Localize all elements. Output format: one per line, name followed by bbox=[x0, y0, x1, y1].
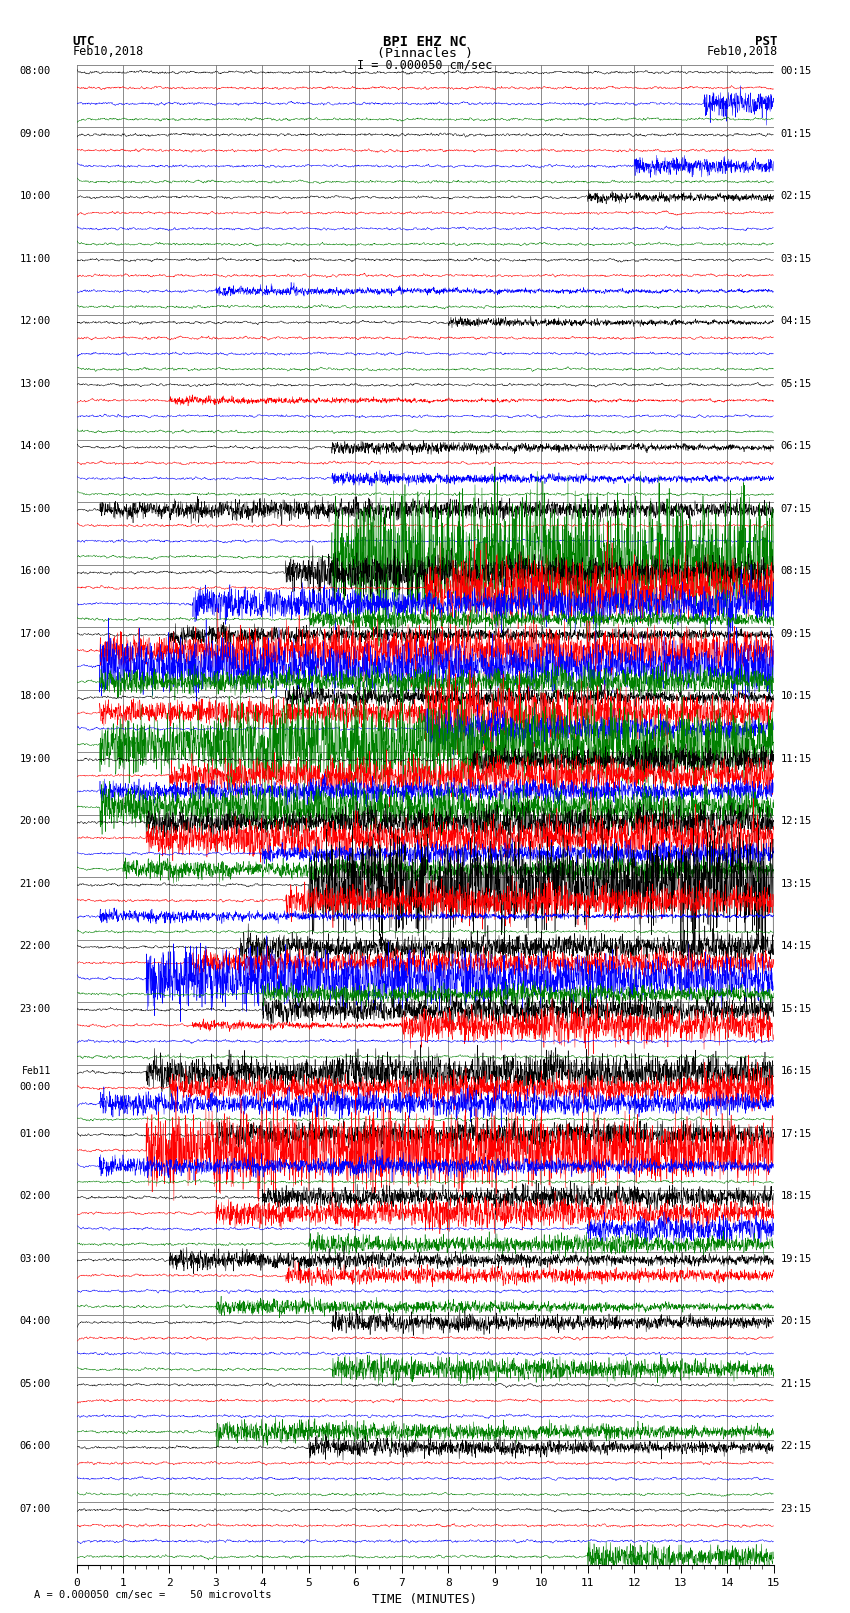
Text: Feb11: Feb11 bbox=[21, 1066, 51, 1076]
Text: 20:15: 20:15 bbox=[780, 1316, 812, 1326]
Text: 08:15: 08:15 bbox=[780, 566, 812, 576]
Text: 18:15: 18:15 bbox=[780, 1190, 812, 1202]
Text: 07:00: 07:00 bbox=[20, 1503, 51, 1513]
Text: 17:00: 17:00 bbox=[20, 629, 51, 639]
Text: 13:00: 13:00 bbox=[20, 379, 51, 389]
Text: 05:15: 05:15 bbox=[780, 379, 812, 389]
Text: 09:15: 09:15 bbox=[780, 629, 812, 639]
Text: 12:00: 12:00 bbox=[20, 316, 51, 326]
Text: 20:00: 20:00 bbox=[20, 816, 51, 826]
Text: 22:15: 22:15 bbox=[780, 1440, 812, 1452]
X-axis label: TIME (MINUTES): TIME (MINUTES) bbox=[372, 1594, 478, 1607]
Text: 21:15: 21:15 bbox=[780, 1379, 812, 1389]
Text: PST: PST bbox=[756, 35, 778, 48]
Text: 06:00: 06:00 bbox=[20, 1440, 51, 1452]
Text: 03:00: 03:00 bbox=[20, 1253, 51, 1263]
Text: 19:15: 19:15 bbox=[780, 1253, 812, 1263]
Text: BPI EHZ NC: BPI EHZ NC bbox=[383, 35, 467, 50]
Text: I = 0.000050 cm/sec: I = 0.000050 cm/sec bbox=[357, 58, 493, 71]
Text: 16:00: 16:00 bbox=[20, 566, 51, 576]
Text: 03:15: 03:15 bbox=[780, 253, 812, 263]
Text: 10:00: 10:00 bbox=[20, 190, 51, 202]
Text: 00:15: 00:15 bbox=[780, 66, 812, 76]
Text: 05:00: 05:00 bbox=[20, 1379, 51, 1389]
Text: 23:00: 23:00 bbox=[20, 1003, 51, 1013]
Text: 22:00: 22:00 bbox=[20, 940, 51, 952]
Text: A = 0.000050 cm/sec =    50 microvolts: A = 0.000050 cm/sec = 50 microvolts bbox=[34, 1590, 271, 1600]
Text: Feb10,2018: Feb10,2018 bbox=[72, 45, 144, 58]
Text: 08:00: 08:00 bbox=[20, 66, 51, 76]
Text: 11:00: 11:00 bbox=[20, 253, 51, 263]
Text: 21:00: 21:00 bbox=[20, 879, 51, 889]
Text: UTC: UTC bbox=[72, 35, 94, 48]
Text: 17:15: 17:15 bbox=[780, 1129, 812, 1139]
Text: (Pinnacles ): (Pinnacles ) bbox=[377, 47, 473, 60]
Text: 00:00: 00:00 bbox=[20, 1082, 51, 1092]
Text: 15:00: 15:00 bbox=[20, 503, 51, 513]
Text: 07:15: 07:15 bbox=[780, 503, 812, 513]
Text: 01:15: 01:15 bbox=[780, 129, 812, 139]
Text: 02:00: 02:00 bbox=[20, 1190, 51, 1202]
Text: 10:15: 10:15 bbox=[780, 690, 812, 702]
Text: 13:15: 13:15 bbox=[780, 879, 812, 889]
Text: Feb10,2018: Feb10,2018 bbox=[706, 45, 778, 58]
Text: 23:15: 23:15 bbox=[780, 1503, 812, 1513]
Text: 14:00: 14:00 bbox=[20, 440, 51, 452]
Text: 04:15: 04:15 bbox=[780, 316, 812, 326]
Text: 11:15: 11:15 bbox=[780, 753, 812, 763]
Text: 06:15: 06:15 bbox=[780, 440, 812, 452]
Text: 18:00: 18:00 bbox=[20, 690, 51, 702]
Text: 01:00: 01:00 bbox=[20, 1129, 51, 1139]
Text: 16:15: 16:15 bbox=[780, 1066, 812, 1076]
Text: 09:00: 09:00 bbox=[20, 129, 51, 139]
Text: 12:15: 12:15 bbox=[780, 816, 812, 826]
Text: 15:15: 15:15 bbox=[780, 1003, 812, 1013]
Text: 02:15: 02:15 bbox=[780, 190, 812, 202]
Text: 19:00: 19:00 bbox=[20, 753, 51, 763]
Text: 04:00: 04:00 bbox=[20, 1316, 51, 1326]
Text: 14:15: 14:15 bbox=[780, 940, 812, 952]
